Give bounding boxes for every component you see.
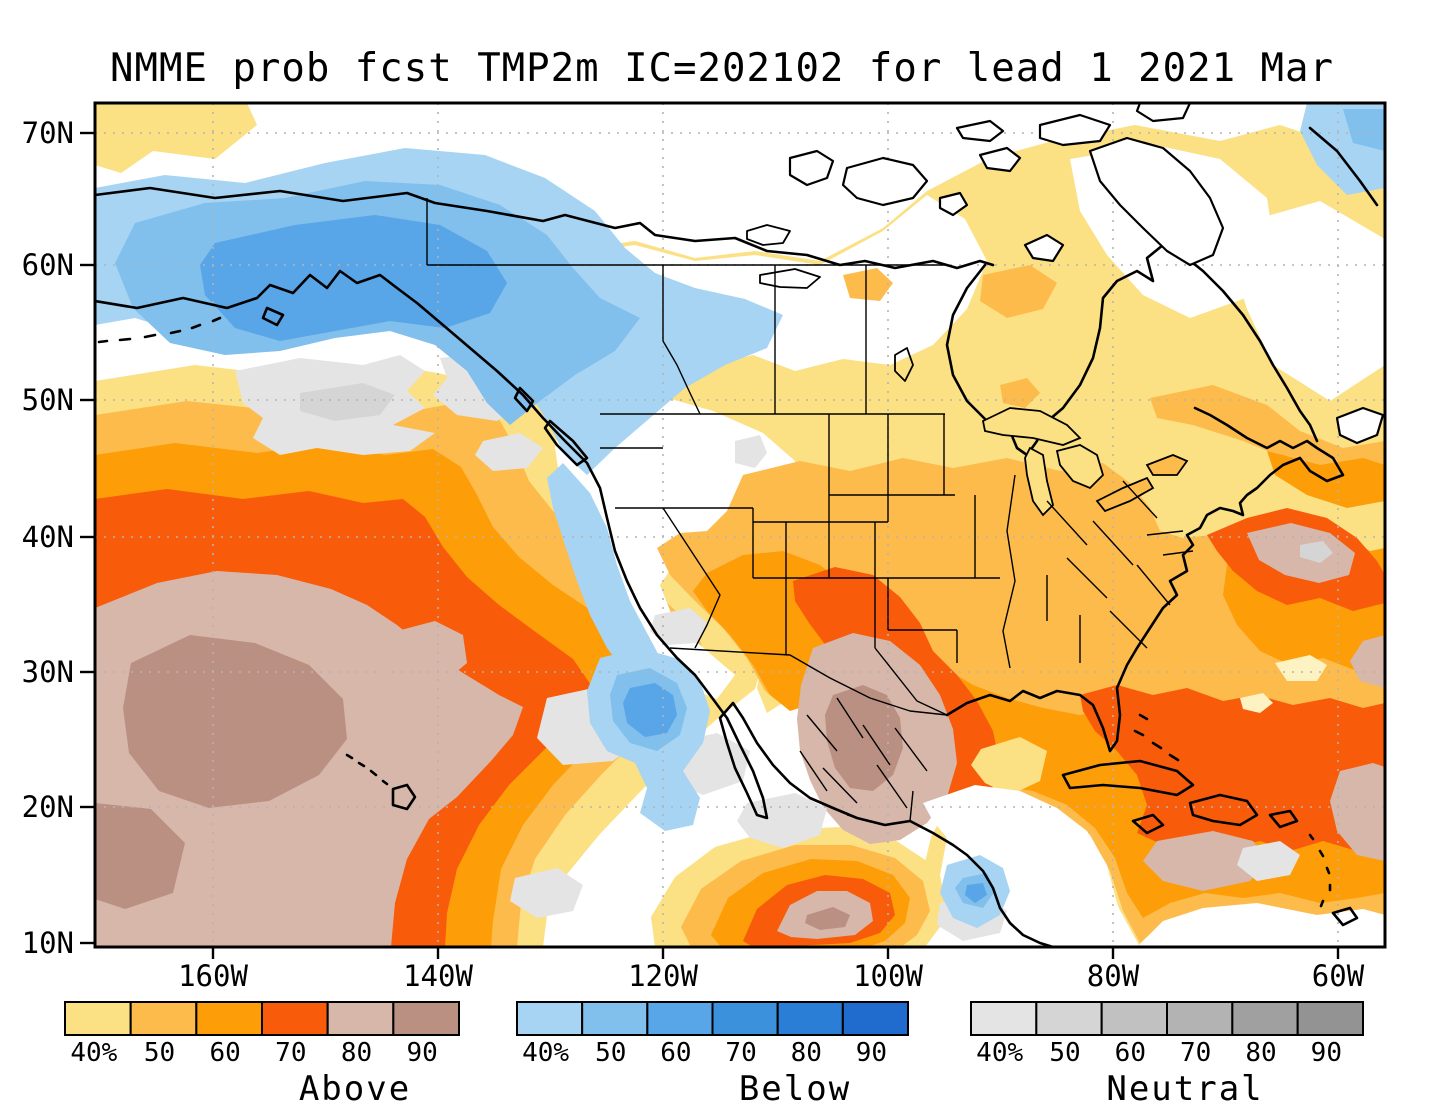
colorbar-swatch xyxy=(970,1001,1038,1036)
colorbar-category-label: Neutral xyxy=(1106,1069,1263,1109)
islands-caribbean-pacific xyxy=(97,306,1359,927)
lon-tick-label: 140W xyxy=(403,959,473,993)
colorbar-tick-label: 90 xyxy=(856,1038,887,1068)
colorbar-swatch xyxy=(129,1001,198,1036)
colorbar-tick-label: 50 xyxy=(1049,1038,1080,1068)
colorbar-tick-label: 70 xyxy=(275,1038,306,1068)
colorbar-swatch xyxy=(195,1001,263,1036)
map-frame xyxy=(93,101,1387,949)
colorbar-tick-label: 80 xyxy=(1245,1038,1276,1068)
colorbar-tick-label: 70 xyxy=(725,1038,756,1068)
colorbar-tick-label: 40% xyxy=(976,1038,1023,1068)
lat-tick-label: 50N xyxy=(22,383,74,417)
colorbar-swatch xyxy=(1296,1001,1364,1036)
colorbar-tick-label: 90 xyxy=(407,1038,438,1068)
longitude-axis: 160W 140W 120W 100W 80W 60W xyxy=(178,947,1365,993)
colorbar-swatch xyxy=(841,1001,909,1036)
colorbar-tick-label: 70 xyxy=(1180,1038,1211,1068)
colorbar-swatch xyxy=(326,1001,395,1036)
lat-tick-label: 30N xyxy=(22,655,74,689)
great-lakes xyxy=(746,224,1189,517)
field-above-land xyxy=(657,265,1385,943)
colorbar-swatch xyxy=(776,1001,844,1036)
colorbar-swatch xyxy=(516,1001,584,1036)
colorbar-neutral: 40% 50 60 70 80 90 Neutral xyxy=(970,1001,1364,1109)
colorbar-category-label: Above xyxy=(299,1069,411,1109)
colorbar-tick-label: 90 xyxy=(1311,1038,1342,1068)
colorbar-tick-label: 50 xyxy=(595,1038,626,1068)
colorbar-swatch xyxy=(711,1001,779,1036)
colorbar-tick-label: 60 xyxy=(660,1038,691,1068)
lon-tick-label: 80W xyxy=(1087,959,1140,993)
colorbar-swatch xyxy=(1166,1001,1234,1036)
lat-tick-label: 20N xyxy=(22,790,74,824)
colorbar-tick-label: 80 xyxy=(341,1038,372,1068)
coastlines xyxy=(95,126,1379,947)
colorbar-tick-label: 60 xyxy=(210,1038,241,1068)
map-area xyxy=(93,101,1387,949)
colorbar-swatch xyxy=(646,1001,714,1036)
political-borders xyxy=(426,198,1194,826)
colorbar-swatch xyxy=(1100,1001,1168,1036)
colorbar-category-label: Below xyxy=(739,1069,851,1109)
lat-tick-label: 10N xyxy=(22,926,74,960)
colorbar-tick-label: 60 xyxy=(1115,1038,1146,1068)
chart-title: NMME prob fcst TMP2m IC=202102 for lead … xyxy=(110,46,1334,91)
lat-tick-label: 60N xyxy=(22,248,74,282)
lon-tick-label: 60W xyxy=(1312,959,1365,993)
grid-lines xyxy=(95,103,1385,947)
field-above-tropics xyxy=(651,827,947,947)
colorbar-swatch xyxy=(1035,1001,1103,1036)
lon-tick-label: 160W xyxy=(178,959,248,993)
colorbar-tick-label: 40% xyxy=(70,1038,117,1068)
latitude-axis: 70N 60N 50N 40N 30N 20N 10N xyxy=(22,116,95,960)
lat-tick-label: 40N xyxy=(22,520,74,554)
colorbar-swatch xyxy=(1231,1001,1299,1036)
lon-tick-label: 100W xyxy=(853,959,923,993)
colorbar-tick-label: 80 xyxy=(791,1038,822,1068)
colorbar-swatch xyxy=(261,1001,329,1036)
colorbar-swatch xyxy=(64,1001,132,1036)
field-below xyxy=(95,103,1385,928)
lat-tick-label: 70N xyxy=(22,116,74,150)
arctic-islands xyxy=(788,103,1385,445)
colorbar-tick-label: 40% xyxy=(522,1038,569,1068)
colorbar-swatch xyxy=(392,1001,461,1036)
lon-tick-label: 120W xyxy=(628,959,698,993)
colorbar-tick-label: 50 xyxy=(144,1038,175,1068)
colorbar-swatch xyxy=(581,1001,649,1036)
